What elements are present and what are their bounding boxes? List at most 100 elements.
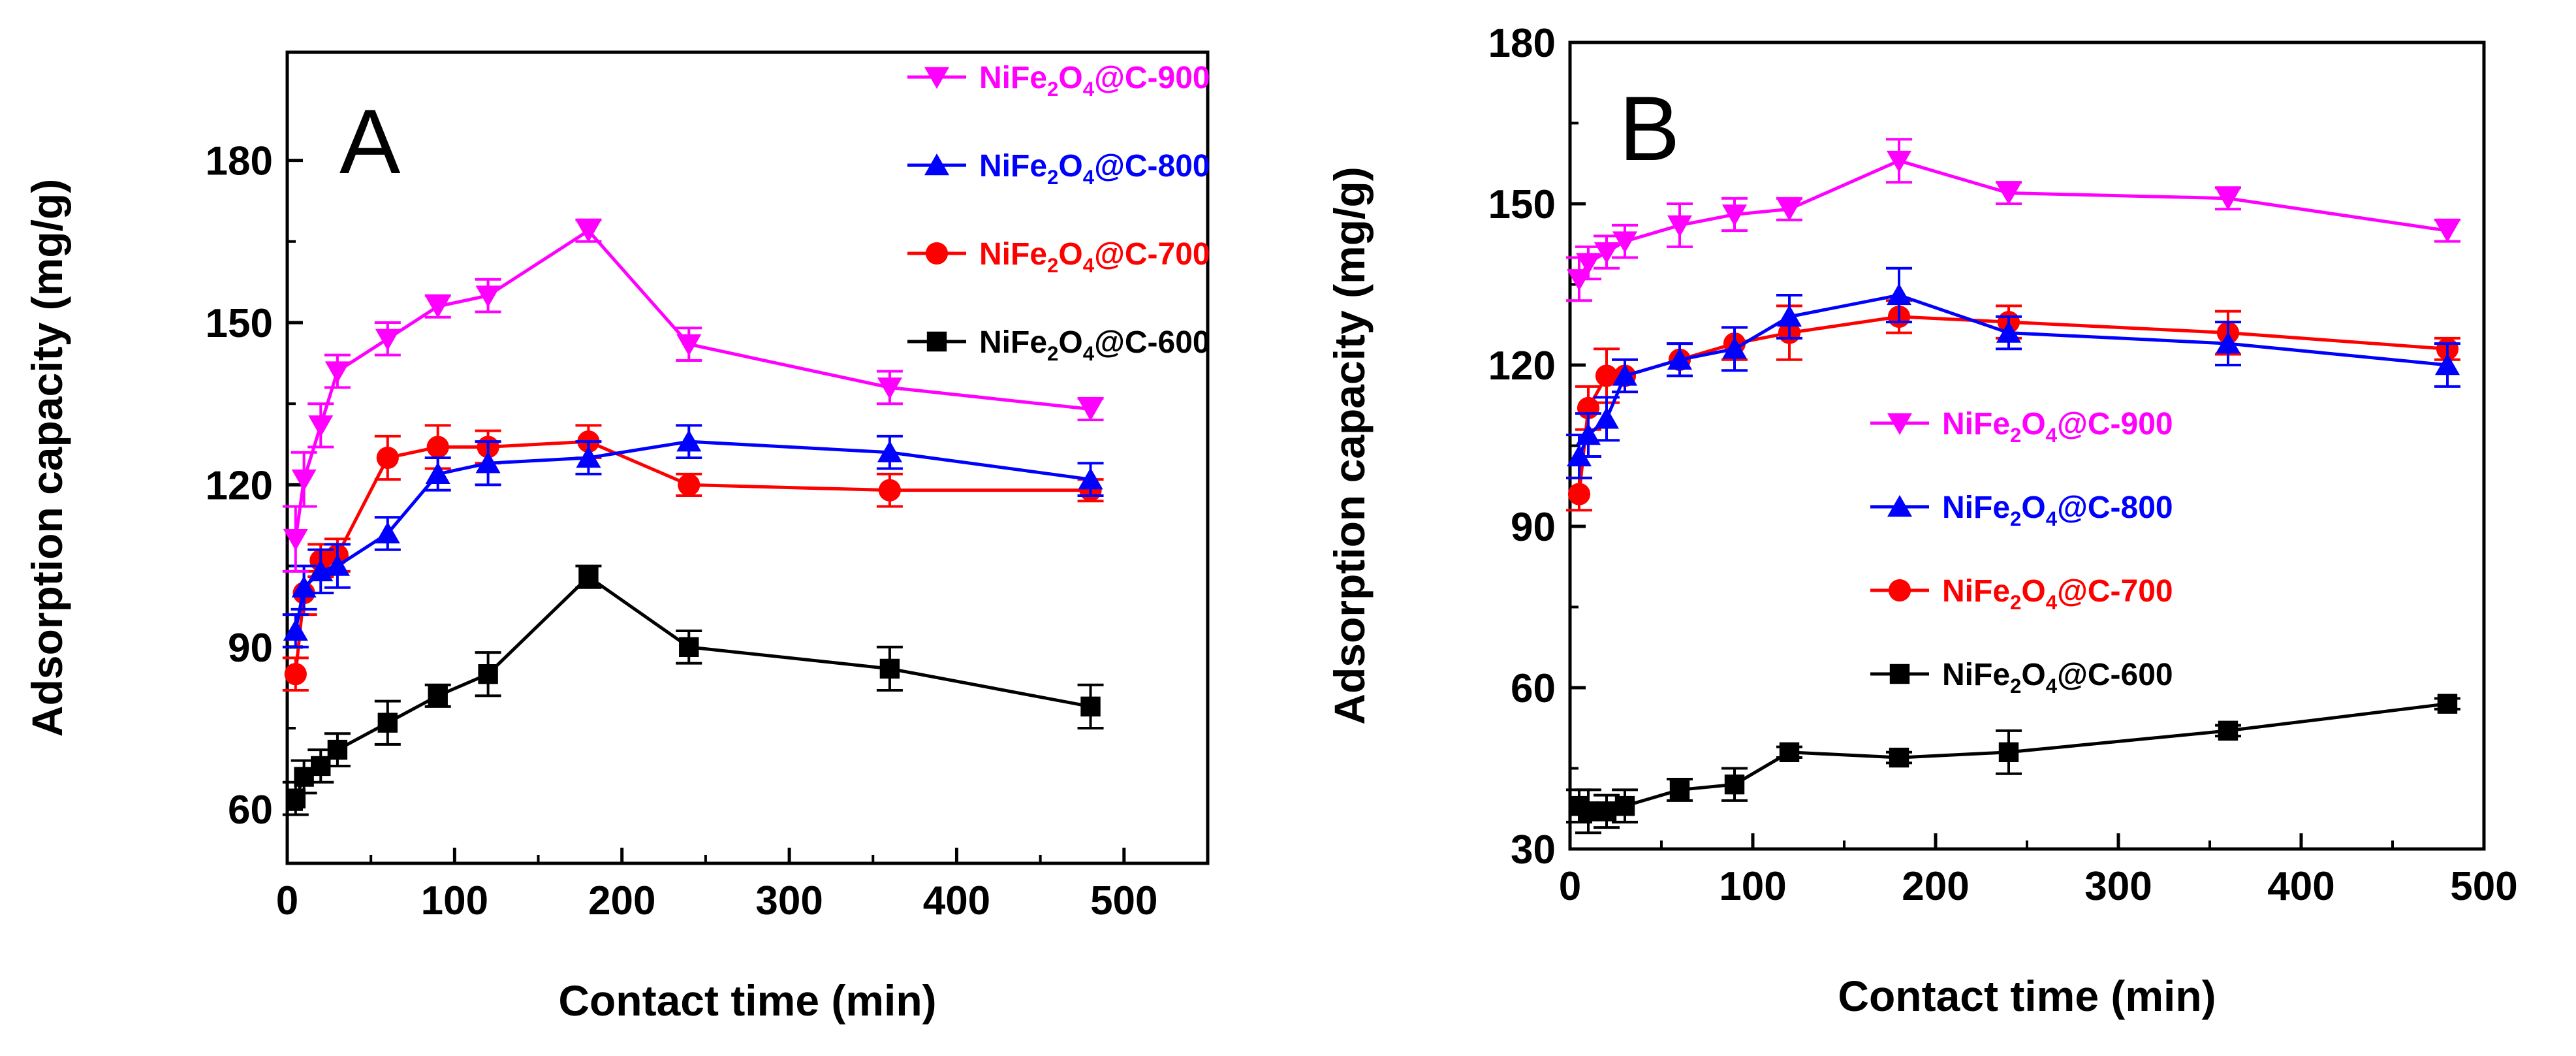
legend-text: O <box>1058 325 1082 360</box>
legend-text: NiFe <box>1942 407 2010 441</box>
legend-text: @C-700 <box>2057 574 2173 609</box>
series-c-800 <box>282 424 1104 648</box>
legend-text: @C-800 <box>2057 490 2173 525</box>
data-point <box>1078 399 1103 421</box>
legend-text: NiFe <box>979 61 1047 95</box>
data-point <box>1722 204 1747 227</box>
x-tick-label: 100 <box>421 878 488 923</box>
legend-subscript: 4 <box>2046 507 2058 530</box>
legend-text: @C-700 <box>1094 237 1210 272</box>
data-point <box>1889 747 1909 768</box>
data-point <box>1777 304 1802 327</box>
data-point <box>1887 150 1911 173</box>
data-point <box>426 436 449 458</box>
x-tick-label: 300 <box>2084 864 2152 909</box>
legend-label: NiFe2O4@C-900 <box>1942 407 2173 447</box>
data-point <box>1667 347 1692 370</box>
data-point <box>425 462 450 485</box>
panel-a-chart: 0 100 200 300 400 500 Contact time (min) 60 90 12… <box>23 50 1210 1025</box>
legend-text: O <box>1058 61 1082 95</box>
data-point <box>376 446 399 470</box>
legend-subscript: 2 <box>1047 166 1058 189</box>
y-tick-label: 120 <box>1488 344 1556 389</box>
data-point <box>1614 795 1635 816</box>
series-c-600 <box>282 564 1104 816</box>
data-point <box>1887 283 1911 306</box>
legend-text: O <box>1058 149 1082 184</box>
series-line <box>1577 159 2448 280</box>
legend-marker <box>1889 664 1910 684</box>
legend-item: NiFe2O4@C-800 <box>907 149 1210 189</box>
y-axis-label: Adsorption capacity (mg/g) <box>23 179 71 737</box>
data-point <box>428 686 448 706</box>
legend-subscript: 4 <box>2046 675 2058 697</box>
data-point <box>1567 444 1592 467</box>
y-tick-label: 180 <box>206 139 273 184</box>
legend-label: NiFe2O4@C-700 <box>979 237 1210 277</box>
y-tick-label: 60 <box>1511 666 1556 711</box>
data-point <box>877 377 902 400</box>
y-tick-label: 30 <box>1511 827 1556 872</box>
legend-text: @C-800 <box>1094 149 1210 184</box>
legend-text: @C-600 <box>2057 658 2173 692</box>
legend-subscript: 2 <box>2010 675 2021 697</box>
data-point <box>1078 468 1103 490</box>
plot-frame <box>285 50 1210 865</box>
legend-subscript: 4 <box>2046 424 2058 447</box>
legend-item: NiFe2O4@C-900 <box>1870 407 2173 447</box>
data-point <box>375 521 400 544</box>
legend-label: NiFe2O4@C-600 <box>979 325 1210 365</box>
x-tick-label: 200 <box>1902 864 1969 909</box>
data-point <box>678 473 700 496</box>
series-c-800 <box>1566 266 2460 479</box>
legend-item: NiFe2O4@C-600 <box>907 325 1210 365</box>
data-point <box>1722 337 1747 359</box>
legend-marker <box>925 242 949 265</box>
legend-text: @C-900 <box>2057 407 2173 441</box>
data-point <box>2437 694 2458 714</box>
series-c-600 <box>1566 694 2460 835</box>
data-point <box>1779 742 1800 762</box>
x-tick-label: 0 <box>276 878 298 923</box>
data-point <box>291 575 317 598</box>
data-point <box>1667 215 1692 237</box>
y-tick-label: 60 <box>228 788 273 833</box>
legend: NiFe2O4@C-900NiFe2O4@C-800NiFe2O4@C-700N… <box>1870 407 2173 697</box>
legend-text: NiFe <box>979 325 1047 360</box>
y-axis: 60 90 120 150 180 Adsorption capacity (mg/g) <box>23 139 303 833</box>
legend-item: NiFe2O4@C-600 <box>1870 658 2173 697</box>
data-point <box>1595 364 1618 387</box>
legend-item: NiFe2O4@C-700 <box>907 237 1210 277</box>
data-point <box>679 637 699 657</box>
data-point <box>676 430 702 452</box>
legend-subscript: 4 <box>1083 254 1095 277</box>
data-point <box>1594 242 1619 264</box>
x-tick-label: 200 <box>588 878 655 923</box>
data-point <box>2435 220 2460 243</box>
data-point <box>324 554 350 576</box>
legend-label: NiFe2O4@C-800 <box>1942 490 2173 530</box>
x-axis: 0 100 200 300 400 500 Contact time (min) <box>276 848 1158 1025</box>
data-point <box>1996 183 2021 205</box>
legend-text: NiFe <box>1942 574 2010 609</box>
data-point <box>1612 231 1637 253</box>
data-point <box>1578 801 1599 822</box>
plot-frame <box>1568 40 2486 851</box>
data-point <box>291 469 317 492</box>
legend-marker <box>1887 494 1912 517</box>
panel-label: B <box>1619 77 1680 180</box>
y-axis-label: Adsorption capacity (mg/g) <box>1325 167 1374 724</box>
data-point <box>1724 775 1745 795</box>
legend-text: O <box>2021 407 2045 441</box>
x-tick-label: 500 <box>1090 878 1157 923</box>
data-point <box>2218 720 2238 741</box>
y-tick-label: 180 <box>1488 21 1556 66</box>
legend-text: @C-600 <box>1094 325 1210 360</box>
series-line <box>294 574 1092 799</box>
data-point <box>425 296 450 319</box>
legend-subscript: 4 <box>1083 166 1095 189</box>
y-tick-label: 90 <box>1511 505 1556 550</box>
series-c-900 <box>1566 138 2460 302</box>
data-point <box>578 566 599 587</box>
